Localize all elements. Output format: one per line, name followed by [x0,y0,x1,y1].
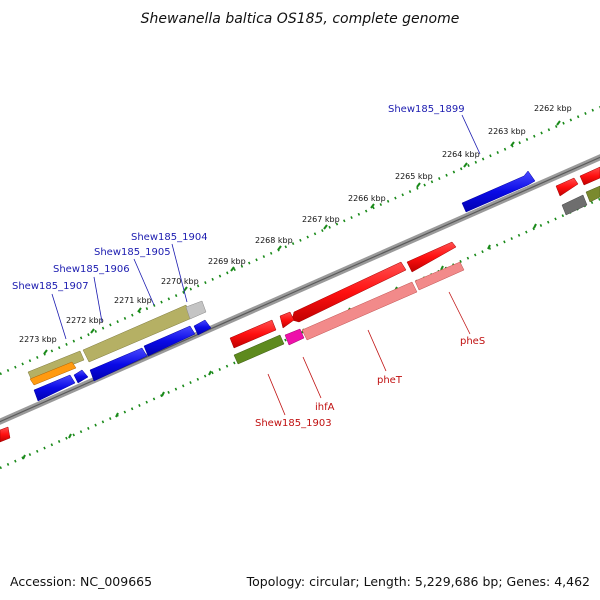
tick-label: 2273 kbp [19,335,57,344]
gene-khaki-small[interactable] [27,350,85,382]
gene-light-gray[interactable] [185,300,207,320]
topology-text: Topology: circular; Length: 5,229,686 bp… [246,574,590,589]
gene-right-red-upper[interactable] [555,177,579,197]
label-shew185-1903: Shew185_1903 [255,418,332,429]
tick-label: 2262 kbp [534,104,572,113]
gene-red-left[interactable] [229,319,277,349]
bottom-gene-labels: pheS pheT ihfA Shew185_1903 [255,291,485,429]
tick-label: 2272 kbp [66,316,104,325]
tick-track-upper [0,105,600,376]
gene-shew185-1899[interactable] [461,170,536,213]
tick-label: 2271 kbp [114,296,152,305]
lower-strand-genes [233,261,465,365]
label-shew185-1904: Shew185_1904 [131,232,208,243]
gene-shew185-1903[interactable] [233,334,285,365]
tick-label: 2265 kbp [395,172,433,181]
gene-right-red-upper-2[interactable] [579,166,600,186]
tick-labels: 2262 kbp 2263 kbp 2264 kbp 2265 kbp 2266… [19,104,572,344]
major-ticks-upper [43,120,561,355]
label-shew185-1907: Shew185_1907 [12,281,89,292]
gene-red-edge-left[interactable] [0,426,11,443]
tick-label: 2267 kbp [302,215,340,224]
map-title: Shewanella baltica OS185, complete genom… [141,11,460,27]
gene-right-gray[interactable] [561,194,588,216]
accession-text: Accession: NC_009665 [10,574,153,589]
label-pheS: pheS [460,336,485,347]
label-shew185-1899: Shew185_1899 [388,104,465,115]
gene-right-olive-upper[interactable] [585,185,600,203]
gene-shew185-1904[interactable] [193,319,212,336]
gene-ihfA[interactable] [284,328,305,346]
gene-pheS[interactable] [414,261,465,291]
label-pheT: pheT [377,375,403,386]
gene-shew185-1905[interactable] [143,325,196,357]
gene-blue-2[interactable] [89,347,148,382]
gene-blue-small-1[interactable] [73,369,89,384]
tick-label: 2269 kbp [208,257,246,266]
tick-label: 2270 kbp [161,277,199,286]
tick-label: 2268 kbp [255,236,293,245]
tick-label: 2263 kbp [488,127,526,136]
genome-backbone [0,154,600,425]
label-ihfA: ihfA [315,402,335,413]
top-gene-labels: Shew185_1899 Shew185_1904 Shew185_1905 S… [12,104,481,340]
tick-label: 2264 kbp [442,150,480,159]
tick-label: 2266 kbp [348,194,386,203]
gene-pheT[interactable] [301,281,418,341]
gene-red-small[interactable] [279,311,295,329]
gene-red-upper-1[interactable] [406,241,457,273]
upper-strand-genes [0,166,600,443]
label-shew185-1906: Shew185_1906 [53,264,130,275]
label-shew185-1905: Shew185_1905 [94,247,171,258]
gene-shew185-1907[interactable] [33,374,76,402]
gene-orange[interactable] [29,361,77,386]
